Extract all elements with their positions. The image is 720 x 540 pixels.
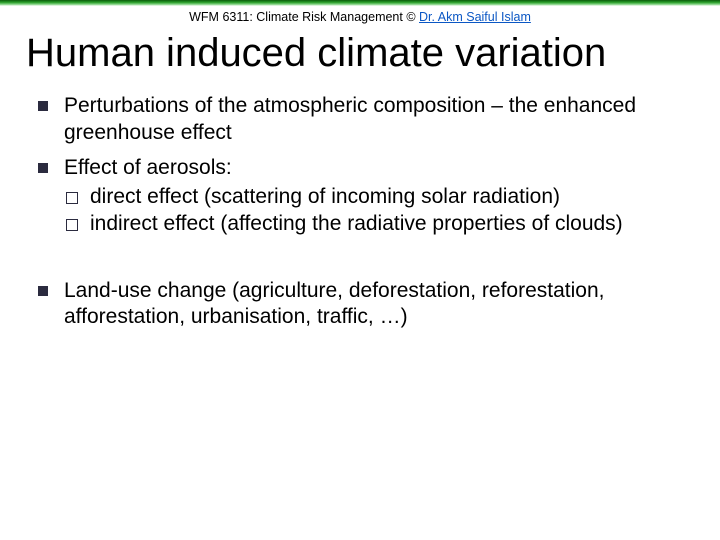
slide: WFM 6311: Climate Risk Management © Dr. …: [0, 0, 720, 540]
author-link[interactable]: Dr. Akm Saiful Islam: [419, 10, 531, 24]
sub-bullet-item: direct effect (scattering of incoming so…: [64, 184, 686, 211]
sub-bullet-text: direct effect (scattering of incoming so…: [90, 185, 560, 208]
bullet-list: Perturbations of the atmospheric composi…: [34, 93, 686, 237]
header-line: WFM 6311: Climate Risk Management © Dr. …: [0, 6, 720, 26]
course-code: WFM 6311: Climate Risk Management ©: [189, 10, 419, 24]
slide-body: Perturbations of the atmospheric composi…: [0, 93, 720, 331]
bullet-text: Land-use change (agriculture, deforestat…: [64, 279, 605, 329]
bullet-item: Perturbations of the atmospheric composi…: [34, 93, 686, 147]
bullet-text: Effect of aerosols:: [64, 156, 232, 179]
sub-bullet-text: indirect effect (affecting the radiative…: [90, 212, 623, 235]
spacer: [34, 246, 686, 278]
bullet-list: Land-use change (agriculture, deforestat…: [34, 278, 686, 332]
sub-bullet-list: direct effect (scattering of incoming so…: [64, 184, 686, 238]
bullet-item: Effect of aerosols: direct effect (scatt…: [34, 155, 686, 238]
bullet-item: Land-use change (agriculture, deforestat…: [34, 278, 686, 332]
slide-title: Human induced climate variation: [0, 26, 720, 93]
sub-bullet-item: indirect effect (affecting the radiative…: [64, 211, 686, 238]
bullet-text: Perturbations of the atmospheric composi…: [64, 94, 636, 144]
